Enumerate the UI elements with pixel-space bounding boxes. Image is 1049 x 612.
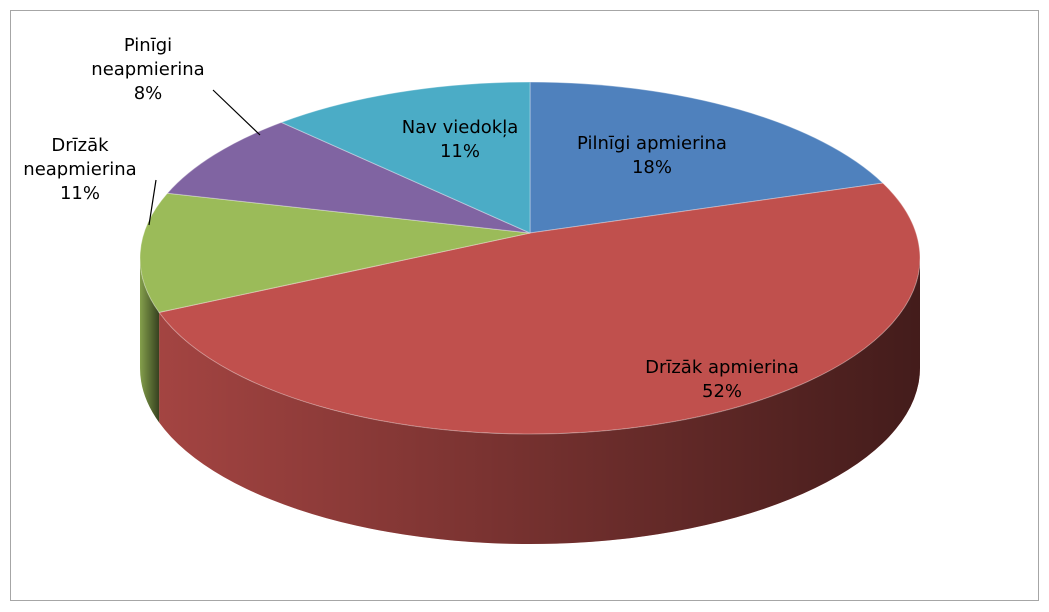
category-label: Drīzāk neapmierina bbox=[23, 135, 137, 180]
data-label: Pilnīgi apmierina 18% bbox=[577, 132, 727, 180]
slice bbox=[139, 192, 531, 313]
slice-side-shade bbox=[159, 258, 921, 544]
slice bbox=[158, 182, 921, 435]
category-label: Drīzāk apmierina bbox=[645, 357, 799, 378]
slice bbox=[280, 81, 531, 234]
data-label: Pinīgi neapmierina 8% bbox=[83, 34, 213, 106]
value-label: 8% bbox=[133, 83, 163, 104]
category-label: Pilnīgi apmierina bbox=[577, 133, 727, 154]
leader-line bbox=[148, 179, 157, 226]
data-label: Drīzāk apmierina 52% bbox=[645, 356, 799, 404]
slice bbox=[529, 81, 884, 234]
data-label: Drīzāk neapmierina 11% bbox=[15, 134, 145, 206]
data-label: Nav viedokļa 11% bbox=[402, 116, 519, 164]
category-label: Pinīgi neapmierina bbox=[91, 35, 205, 80]
value-label: 11% bbox=[439, 141, 480, 162]
value-label: 18% bbox=[631, 157, 672, 178]
slice bbox=[166, 121, 531, 234]
leader-line bbox=[212, 89, 261, 136]
category-label: Nav viedokļa bbox=[401, 117, 519, 138]
value-label: 11% bbox=[59, 183, 100, 204]
slice-side-shade bbox=[140, 258, 160, 423]
value-label: 52% bbox=[701, 381, 743, 402]
